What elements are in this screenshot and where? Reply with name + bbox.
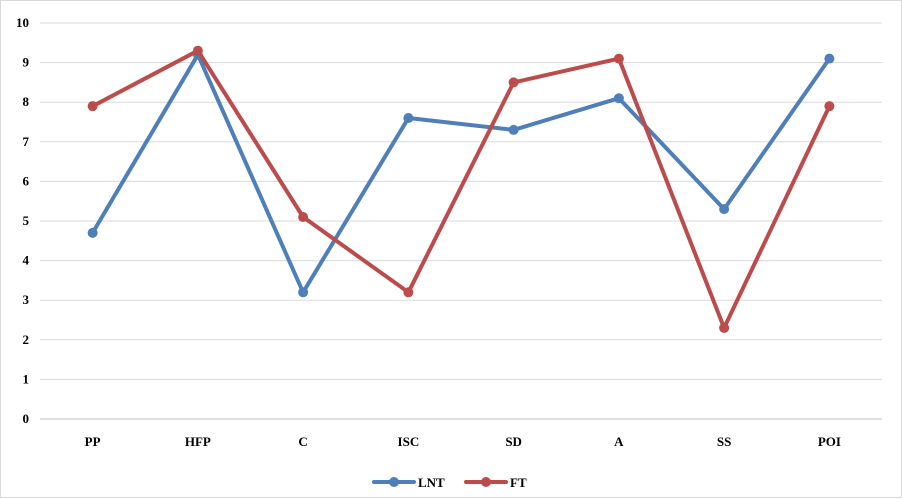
y-tick-label: 5: [23, 213, 30, 228]
y-tick-label: 4: [23, 253, 30, 268]
series-line-ft: [90, 48, 832, 330]
x-tick-label: ISC: [398, 434, 420, 449]
x-tick-label: POI: [818, 434, 841, 449]
series-line-lnt: [90, 52, 832, 295]
data-point-lnt: [403, 113, 414, 124]
data-point-lnt: [824, 53, 835, 64]
x-tick-label: SD: [505, 434, 522, 449]
data-point-lnt: [508, 124, 519, 135]
y-tick-label: 9: [23, 55, 30, 70]
data-point-ft: [192, 45, 203, 56]
x-tick-label: HFP: [185, 434, 211, 449]
data-point-lnt: [298, 287, 309, 298]
y-tick-label: 3: [23, 292, 30, 307]
y-tick-label: 10: [16, 15, 29, 30]
legend-swatch-marker-lnt: [389, 477, 399, 487]
legend-swatch-marker-ft: [481, 477, 491, 487]
legend-label-ft: FT: [510, 475, 527, 490]
data-point-ft: [403, 287, 414, 298]
data-point-ft: [719, 322, 730, 333]
x-tick-label: SS: [717, 434, 731, 449]
x-tick-label: A: [614, 434, 624, 449]
x-tick-label: C: [298, 434, 307, 449]
y-tick-label: 6: [23, 173, 30, 188]
data-point-lnt: [719, 204, 730, 215]
legend-label-lnt: LNT: [418, 475, 445, 490]
y-tick-label: 8: [23, 94, 30, 109]
y-tick-label: 0: [23, 411, 30, 426]
data-point-lnt: [613, 93, 624, 104]
y-tick-label: 1: [23, 371, 30, 386]
data-point-ft: [824, 101, 835, 112]
data-point-ft: [87, 101, 98, 112]
data-point-lnt: [87, 227, 98, 238]
y-tick-label: 2: [23, 332, 30, 347]
data-point-ft: [613, 53, 624, 64]
data-point-ft: [508, 77, 519, 88]
y-tick-label: 7: [23, 134, 30, 149]
data-point-ft: [298, 212, 309, 223]
x-tick-label: PP: [85, 434, 101, 449]
